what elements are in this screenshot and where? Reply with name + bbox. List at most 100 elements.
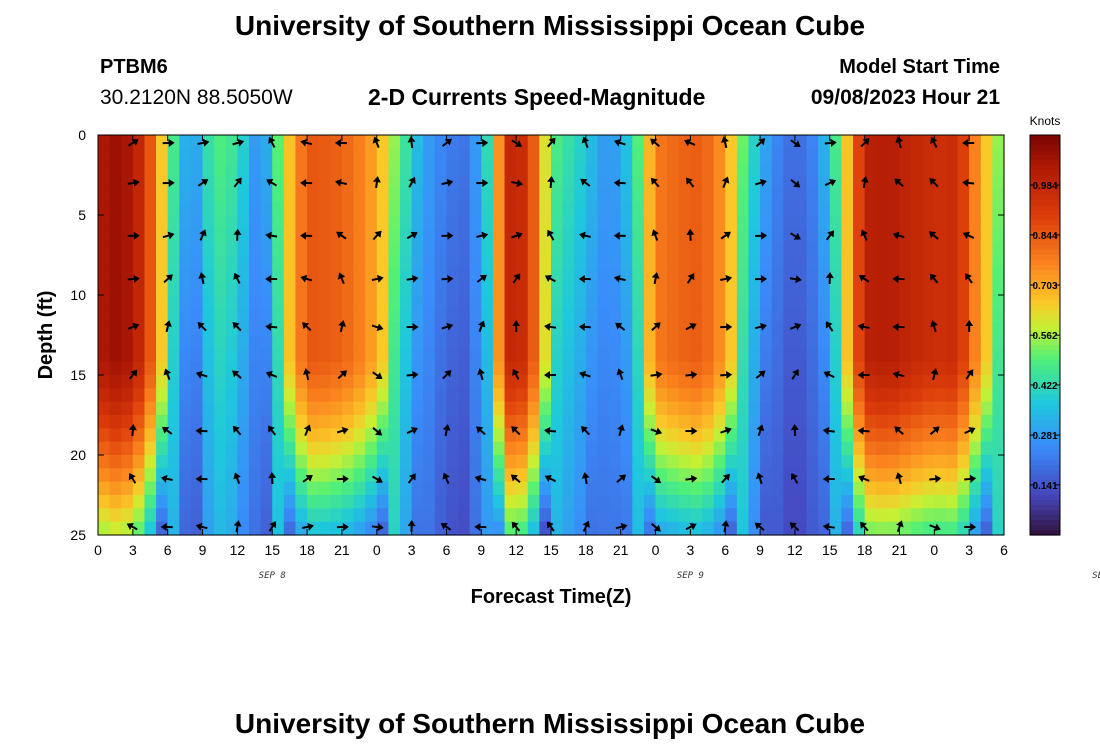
current-arrow: [578, 274, 591, 283]
heatmap-cell: [667, 481, 680, 496]
current-arrow: [860, 176, 869, 189]
heatmap-cell: [771, 348, 784, 363]
heatmap-cell: [527, 161, 540, 176]
heatmap-cell: [667, 241, 680, 256]
heatmap-cell: [492, 215, 506, 229]
current-arrow: [266, 179, 278, 187]
heatmap-cell: [179, 215, 192, 229]
current-arrow: [476, 274, 487, 283]
heatmap-cell: [876, 255, 889, 269]
heatmap-cell: [423, 508, 436, 523]
heatmap-cell: [388, 321, 401, 336]
heatmap-cell: [295, 215, 308, 229]
heatmap-cell: [283, 295, 297, 309]
heatmap-cell: [922, 161, 935, 176]
x-tick-label: 6: [443, 542, 451, 558]
heatmap-cell: [539, 401, 552, 416]
heatmap-cell: [899, 361, 912, 376]
heatmap-cell: [121, 255, 134, 269]
colorbar-swatch: [1030, 425, 1060, 431]
heatmap-cell: [667, 135, 680, 149]
heatmap-cell: [829, 295, 842, 309]
heatmap-cell: [504, 401, 517, 416]
heatmap-cell: [353, 321, 366, 336]
heatmap-cell: [365, 241, 378, 256]
heatmap-cell: [725, 401, 738, 416]
heatmap-cell: [516, 308, 529, 323]
heatmap-cell: [911, 415, 924, 429]
heatmap-cell: [853, 415, 866, 429]
heatmap-cell: [260, 308, 273, 323]
heatmap-cell: [980, 348, 993, 363]
heatmap-cell: [853, 388, 866, 403]
heatmap-cell: [504, 201, 517, 216]
heatmap-cell: [283, 148, 297, 163]
heatmap-cell: [667, 215, 680, 229]
heatmap-cell: [365, 188, 378, 203]
heatmap-cell: [214, 428, 227, 443]
current-arrow: [406, 370, 419, 379]
heatmap-cell: [376, 135, 389, 149]
heatmap-cell: [283, 481, 297, 496]
heatmap-cell: [690, 335, 703, 349]
heatmap-cell: [690, 188, 703, 203]
heatmap-cell: [376, 281, 389, 296]
heatmap-cell: [853, 295, 866, 309]
heatmap-cell: [190, 281, 204, 296]
heatmap-cell: [702, 508, 715, 523]
heatmap-cell: [225, 348, 238, 363]
current-arrow: [965, 273, 973, 284]
heatmap-cell: [376, 241, 389, 256]
heatmap-cell: [620, 428, 633, 443]
heatmap-cell: [783, 495, 796, 509]
heatmap-cell: [307, 201, 320, 216]
heatmap-cell: [713, 388, 726, 403]
heatmap-cell: [725, 388, 738, 403]
heatmap-cell: [760, 481, 773, 496]
heatmap-cell: [609, 255, 622, 269]
heatmap-cell: [748, 161, 761, 176]
colorbar-swatch: [1030, 415, 1060, 421]
heatmap-cell: [527, 521, 540, 536]
heatmap-cell: [841, 468, 854, 483]
heatmap-cell: [400, 201, 413, 216]
heatmap-cell: [783, 281, 796, 296]
heatmap-cell: [841, 295, 854, 309]
current-arrow: [477, 320, 486, 333]
heatmap-cell: [620, 361, 633, 376]
heatmap-cell: [167, 428, 180, 443]
y-tick-label: 15: [70, 367, 86, 383]
heatmap-cell: [620, 135, 633, 149]
heatmap-cell: [98, 321, 111, 336]
heatmap-cell: [446, 215, 459, 229]
heatmap-cell: [98, 335, 111, 349]
colorbar-swatch: [1030, 515, 1060, 521]
heatmap-cell: [748, 295, 761, 309]
x-tick-label: 3: [408, 542, 416, 558]
heatmap-cell: [911, 468, 924, 483]
heatmap-cell: [388, 308, 401, 323]
heatmap-cell: [574, 255, 587, 269]
current-arrow: [616, 368, 625, 381]
model-start-label: Model Start Time: [839, 56, 1000, 78]
current-arrow: [965, 320, 974, 332]
heatmap-cell: [469, 135, 482, 149]
heatmap-cell: [156, 241, 169, 256]
heatmap-cell: [771, 201, 784, 216]
heatmap-cell: [853, 375, 866, 389]
heatmap-cell: [876, 375, 889, 389]
heatmap-cell: [864, 481, 877, 496]
heatmap-cell: [690, 441, 703, 456]
heatmap-cell: [969, 415, 982, 429]
heatmap-cell: [609, 375, 622, 389]
current-arrow: [547, 176, 556, 189]
heatmap-cell: [702, 215, 715, 229]
heatmap-cell: [423, 201, 436, 216]
heatmap-cell: [702, 148, 715, 163]
heatmap-cell: [667, 508, 680, 523]
heatmap-cell: [492, 508, 506, 523]
heatmap-cell: [341, 388, 355, 403]
heatmap-cell: [400, 375, 413, 389]
current-arrow: [197, 138, 210, 147]
heatmap-cell: [283, 175, 297, 189]
